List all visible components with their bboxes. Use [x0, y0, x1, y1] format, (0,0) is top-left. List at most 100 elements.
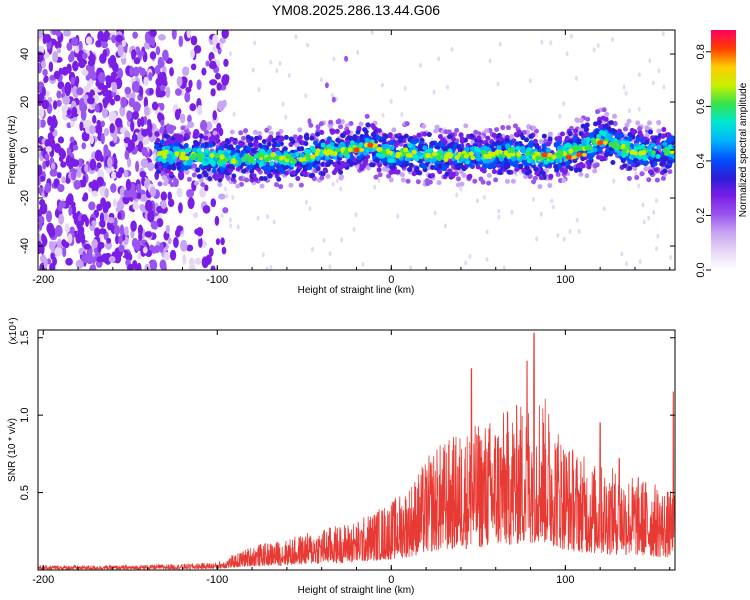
spectrogram-noise-cell: [204, 184, 209, 192]
spectrogram-band-cell: [460, 153, 466, 159]
spectrogram-band-cell: [532, 138, 538, 144]
spectrogram-noise-cell: [52, 51, 59, 63]
spectrogram-band-cell: [661, 127, 667, 133]
spectrogram-band-cell: [286, 153, 292, 159]
spectrogram-noise-cell: [133, 57, 141, 65]
spectrogram-warm-cell: [602, 140, 608, 145]
spectrogram-noise-cell: [182, 254, 187, 265]
spectrogram-band-cell: [230, 157, 236, 163]
spectrogram-faint-cell: [562, 236, 566, 242]
spectrogram-band-cell: [375, 134, 381, 140]
spectrogram-band-cell: [463, 153, 469, 159]
spectrogram-faint-cell: [437, 56, 441, 62]
spectrogram-band-cell: [414, 138, 420, 144]
spectrogram-band-cell: [510, 178, 516, 184]
spectrogram-band-cell: [212, 174, 218, 180]
spectrogram-noise-cell: [90, 53, 96, 61]
spectrogram-band-cell: [470, 155, 476, 161]
spectrogram-band-cell: [649, 159, 655, 165]
spectrogram-band-cell: [592, 168, 598, 174]
spectrogram-band-cell: [469, 133, 475, 139]
spectrogram-noise-cell: [215, 238, 221, 246]
spectrogram-noise-cell: [144, 200, 153, 212]
spectrogram-band-cell: [331, 170, 337, 176]
spectrogram-noise-cell: [110, 183, 117, 193]
spectrogram-band-cell: [238, 130, 244, 136]
spectrogram-band-cell: [422, 145, 428, 151]
spectrogram-faint-cell: [539, 211, 543, 217]
spectrogram-faint-cell: [284, 114, 288, 120]
spectrogram-band-cell: [604, 111, 610, 117]
spectrogram-noise-cell: [79, 98, 85, 110]
spectrogram-band-cell: [441, 166, 447, 172]
spectrogram-band-cell: [162, 163, 168, 169]
spectrogram-band-cell: [235, 183, 241, 189]
spectrogram-band-cell: [174, 151, 180, 157]
spectrogram-faint-cell: [540, 39, 544, 45]
spectrogram-band-cell: [153, 144, 159, 150]
spectrogram-band-cell: [580, 163, 586, 169]
spectrogram-band-cell: [261, 139, 267, 145]
spectrogram-faint-cell: [304, 199, 308, 205]
spectrogram-noise-cell: [66, 42, 73, 51]
spectrogram-band-cell: [199, 153, 205, 159]
spectrogram-noise-cell: [127, 263, 134, 270]
spectrogram-faint-cell: [269, 59, 273, 65]
spectrogram-noise-cell: [41, 60, 46, 69]
spectrogram-band-cell: [545, 147, 551, 153]
spectrogram-noise-cell: [81, 52, 88, 60]
spectrogram-band-cell: [472, 178, 478, 184]
spectrogram-faint-cell: [531, 197, 535, 203]
spectrogram-band-cell: [525, 150, 531, 156]
spectrogram-band-cell: [650, 142, 656, 148]
spectrogram-band-cell: [481, 168, 487, 174]
spectrogram-noise-cell: [154, 65, 161, 75]
spectrogram-noise-cell: [98, 228, 107, 235]
spectrogram-y-tick-label: -20: [19, 190, 31, 206]
spectrogram-band-cell: [425, 153, 431, 159]
spectrogram-noise-cell: [131, 81, 139, 93]
spectrogram-band-cell: [493, 177, 499, 183]
spectrogram-band-cell: [589, 152, 595, 158]
spectrogram-band-cell: [185, 134, 191, 140]
spectrogram-noise-cell: [113, 94, 121, 102]
spectrogram-band-cell: [580, 123, 586, 129]
spectrogram-band-cell: [610, 160, 616, 166]
spectrogram-noise-cell: [147, 162, 155, 172]
spectrogram-band-cell: [403, 133, 409, 139]
spectrogram-band-cell: [535, 155, 541, 161]
spectrogram-noise-cell: [205, 60, 210, 67]
spectrogram-noise-cell: [210, 265, 216, 270]
spectrogram-noise-cell: [86, 96, 95, 105]
spectrogram-band-cell: [219, 154, 225, 160]
spectrogram-noise-cell: [149, 259, 158, 270]
spectrogram-faint-cell: [380, 82, 384, 88]
spectrogram-noise-cell: [159, 259, 167, 270]
spectrogram-faint-cell: [287, 73, 291, 79]
spectrogram-noise-cell: [73, 179, 81, 190]
spectrogram-band-cell: [324, 155, 330, 161]
colorbar: 0.0 0.2 0.4 0.6 0.8 Normalized spectral ampl…: [695, 30, 749, 278]
spectrogram-band-cell: [265, 156, 271, 162]
spectrogram-band-cell: [478, 176, 484, 182]
spectrogram-band-cell: [653, 167, 659, 173]
spectrogram-faint-cell: [641, 202, 645, 208]
spectrogram-noise-cell: [147, 210, 155, 223]
spectrogram-noise-cell: [38, 30, 43, 40]
spectrogram-faint-cell: [488, 58, 492, 64]
spectrogram-noise-cell: [119, 224, 125, 237]
spectrogram-band-cell: [504, 137, 510, 143]
spectrogram-band-cell: [310, 154, 316, 160]
spectrogram-band-cell: [346, 158, 352, 164]
spectrogram-noise-cell: [113, 253, 122, 264]
spectrogram-noise-cell: [44, 153, 50, 162]
spectrogram-band-cell: [201, 160, 207, 166]
spectrogram-band-cell: [498, 156, 504, 162]
spectrogram-band-cell: [584, 145, 590, 151]
spectrogram-noise-cell: [198, 236, 203, 248]
spectrogram-band-cell: [407, 152, 413, 158]
spectrogram-noise-cell: [109, 98, 115, 106]
spectrogram-band-cell: [487, 163, 493, 169]
spectrogram-noise-cell: [81, 68, 89, 76]
spectrogram-band-cell: [664, 150, 670, 156]
